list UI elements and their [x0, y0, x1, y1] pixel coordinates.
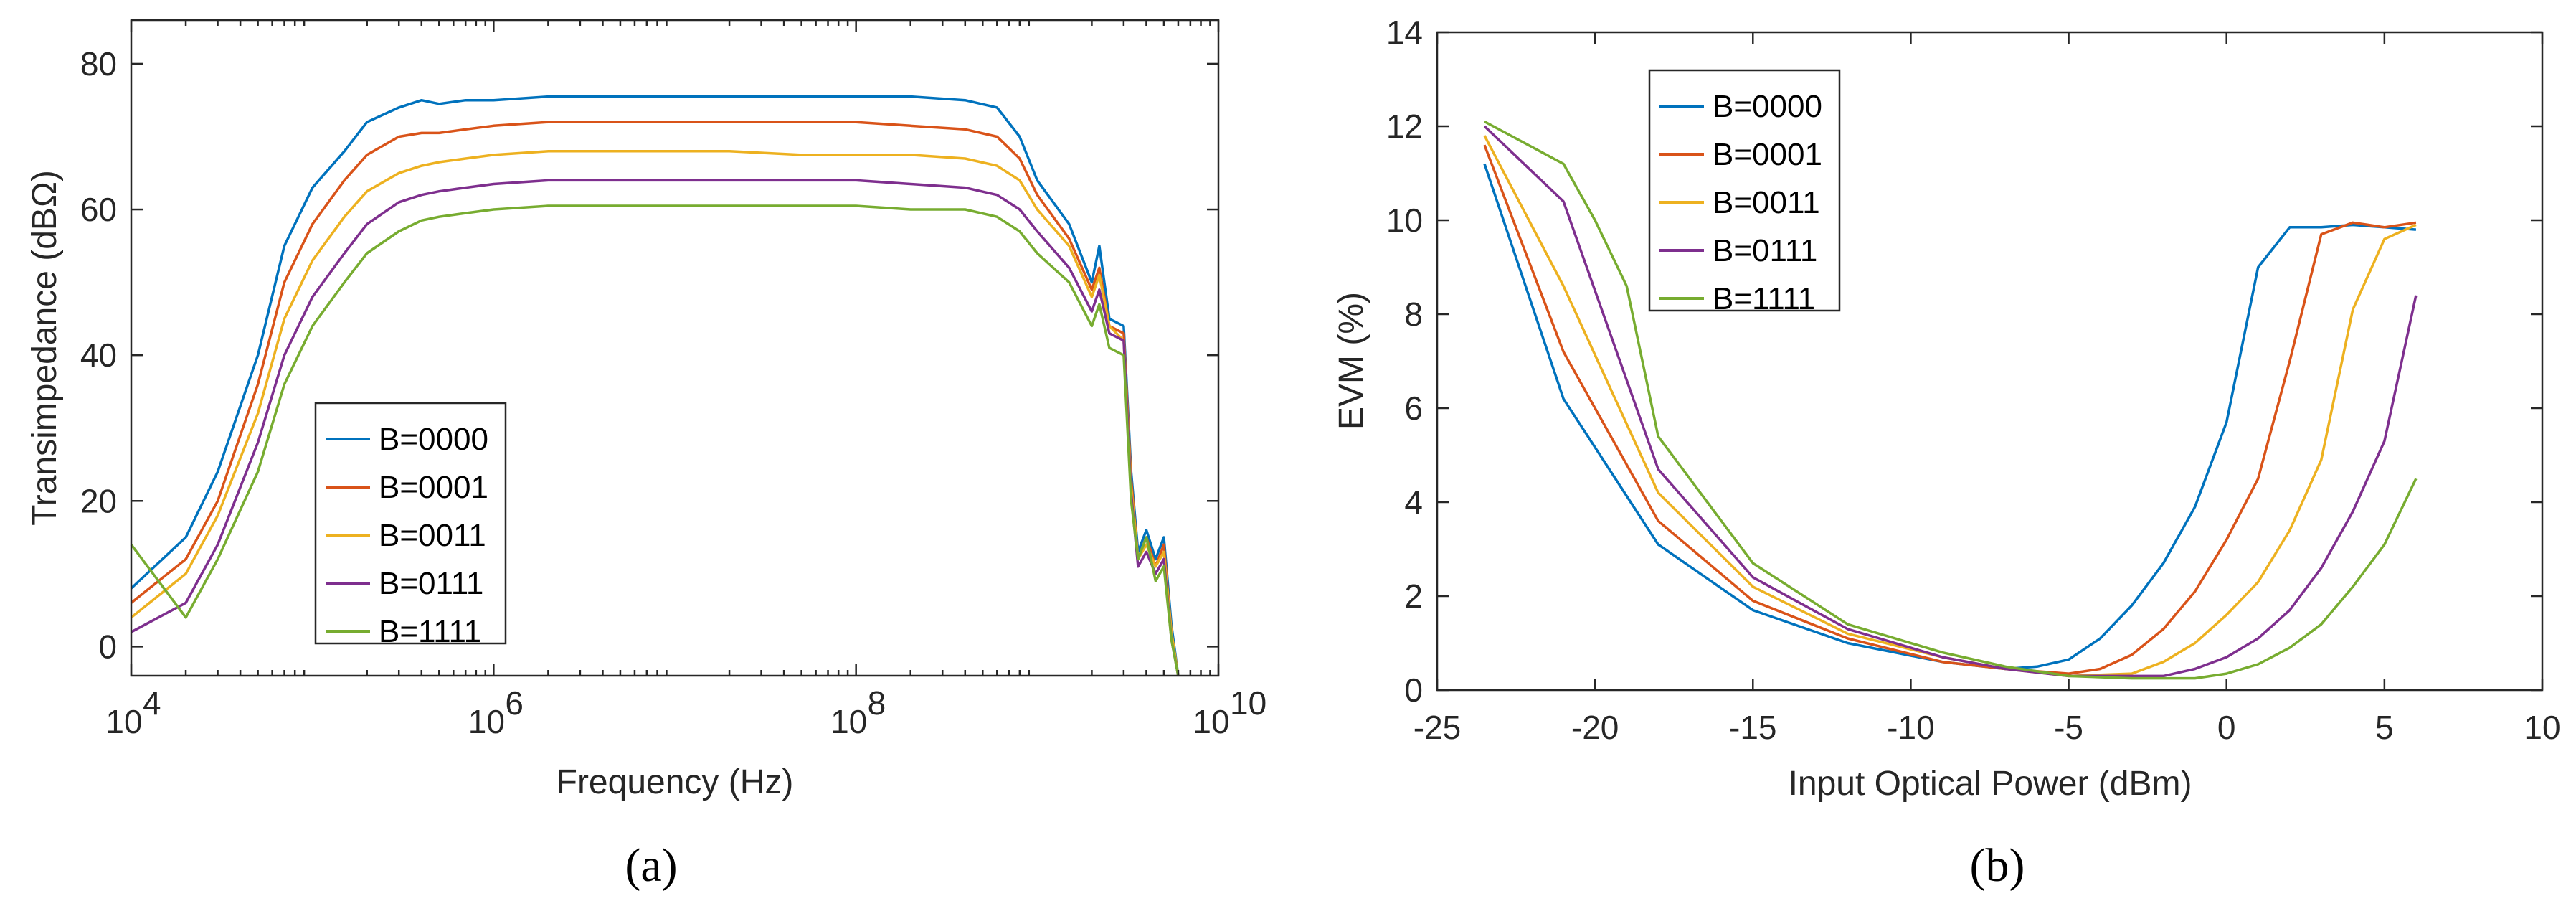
legend-label-b-0011: B=0011: [1713, 185, 1820, 220]
legend-label-b-0000: B=0000: [379, 422, 488, 457]
chart-a-x-tick-label-exponent: 10: [1230, 684, 1266, 722]
chart-b-y-tick-label: 6: [1404, 390, 1423, 427]
chart-b-legend-box: [1648, 69, 1841, 312]
chart-a-axes-box: [130, 19, 1220, 677]
chart-a-legend: B=0000 B=0001 B=0011 B=0111 B=1111: [314, 402, 507, 649]
legend-label-b-0011: B=0011: [379, 518, 486, 553]
chart-a-x-tick-label: 10: [830, 703, 867, 740]
legend-label-b-0001: B=0001: [379, 470, 488, 505]
legend-label-b-1111: B=1111: [1713, 281, 1815, 316]
chart-b-x-tick-label: 5: [2375, 709, 2394, 746]
chart-a-y-axis-label: Transimpedance (dBΩ): [26, 170, 64, 526]
legend-label-b-0000: B=0000: [1713, 89, 1822, 124]
chart-a-series-b-1111: [130, 204, 1180, 676]
chart-a-x-tick-label: 10: [105, 703, 142, 740]
chart-b-y-tick-labels: 0 2 4 6 8 10 12 14: [1386, 14, 1423, 709]
chart-a-x-axis-label: Frequency (Hz): [557, 763, 794, 801]
chart-b-y-tick-label: 10: [1386, 202, 1423, 239]
chart-b-x-tick-label: -10: [1887, 709, 1934, 746]
chart-b-x-tick-label: 0: [2217, 709, 2236, 746]
chart-a-ticks: [130, 20, 1220, 676]
chart-b-series-b-0000: [1483, 163, 2417, 671]
chart-b-x-tick-label: -15: [1729, 709, 1776, 746]
chart-a-series-group: [130, 95, 1180, 676]
chart-a-y-tick-label: 20: [80, 482, 117, 519]
chart-b-x-tick-labels: -25 -20 -15 -10 -5 0 5 10: [1414, 709, 2561, 746]
legend-label-b-0111: B=0111: [379, 566, 483, 601]
chart-a-y-tick-label: 0: [98, 628, 117, 665]
chart-b-x-tick-label: -5: [2054, 709, 2083, 746]
chart-b-y-tick-label: 4: [1404, 483, 1423, 521]
chart-b-x-tick-label: -25: [1414, 709, 1461, 746]
chart-a-y-tick-label: 60: [80, 191, 117, 228]
chart-b-series-b-0111: [1483, 125, 2418, 678]
chart-a-x-tick-label-exponent: 4: [143, 684, 161, 722]
chart-b-y-tick-label: 2: [1404, 577, 1423, 615]
chart-a-panel-label: (a): [625, 839, 677, 892]
chart-a-x-tick-label-exponent: 8: [868, 684, 886, 722]
chart-b-series-b-0001: [1483, 144, 2417, 675]
chart-b: -25 -20 -15 -10 -5 0 5 10 0 2 4 6 8 10 12 14 Input Opt…: [1332, 14, 2561, 892]
chart-b-y-tick-label: 12: [1386, 108, 1423, 145]
chart-b-x-axis-label: Input Optical Power (dBm): [1789, 765, 2192, 803]
chart-b-axes-box: [1436, 31, 2544, 692]
chart-b-series-group: [1483, 120, 2418, 680]
chart-b-y-tick-label: 14: [1386, 14, 1423, 51]
chart-b-x-tick-label: -20: [1571, 709, 1619, 746]
chart-b-x-tick-label: 10: [2524, 709, 2560, 746]
legend-label-b-0001: B=0001: [1713, 137, 1822, 172]
chart-b-series-b-1111: [1484, 120, 2418, 680]
chart-a-x-tick-labels: 10 4 10 6 10 8 10 10: [105, 684, 1266, 740]
chart-b-y-tick-label: 8: [1404, 296, 1423, 333]
chart-a-y-tick-labels: 0 20 40 60 80: [80, 45, 117, 665]
chart-b-series-b-0011: [1483, 135, 2417, 678]
chart-b-panel-label: (b): [1970, 839, 2025, 892]
chart-b-y-tick-label: 0: [1404, 671, 1423, 709]
chart-b-y-axis-label: EVM (%): [1332, 292, 1370, 430]
chart-b-ticks: [1436, 31, 2544, 692]
legend-label-b-0111: B=0111: [1713, 233, 1817, 268]
chart-a-legend-box: [314, 402, 507, 645]
chart-a-x-tick-label: 10: [468, 703, 505, 740]
chart-a-x-tick-label: 10: [1193, 703, 1229, 740]
chart-a-y-tick-label: 40: [80, 336, 117, 374]
chart-a-x-tick-label-exponent: 6: [505, 684, 524, 722]
chart-b-legend: B=0000 B=0001 B=0011 B=0111 B=1111: [1648, 69, 1841, 316]
legend-label-b-1111: B=1111: [379, 614, 481, 649]
chart-a-y-tick-label: 80: [80, 45, 117, 82]
